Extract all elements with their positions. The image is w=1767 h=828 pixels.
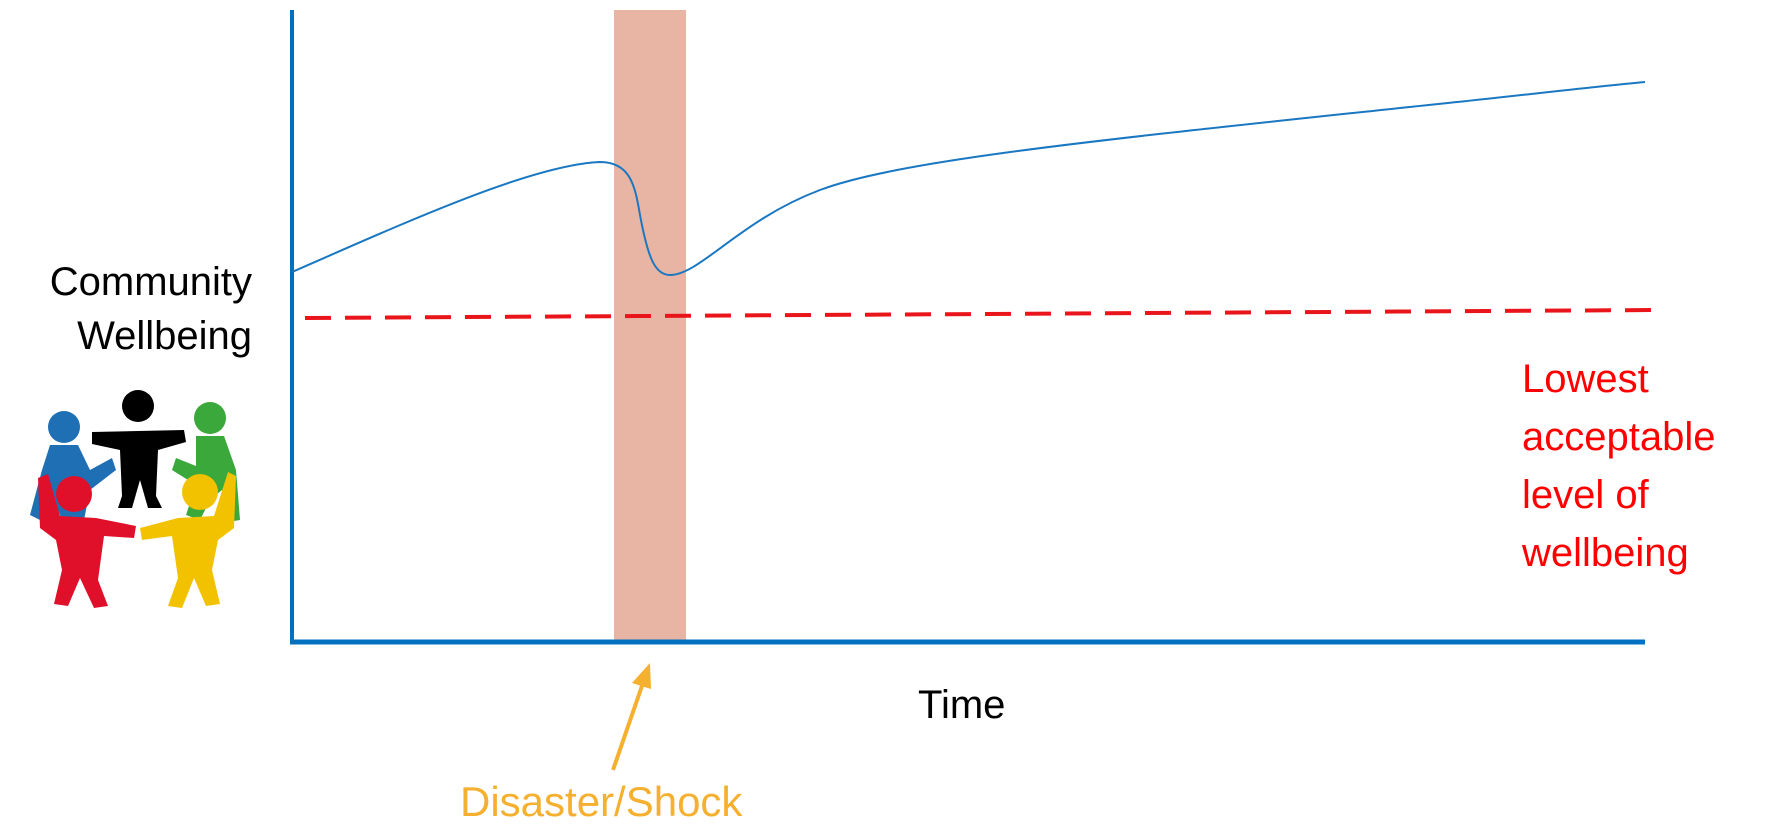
x-axis-label: Time [918, 683, 1006, 727]
threshold-label-line: level of [1522, 473, 1649, 517]
y-axis-label: Community Wellbeing [2, 255, 252, 363]
wellbeing-curve [291, 81, 1646, 277]
person-black [92, 390, 186, 508]
event-arrow [611, 663, 651, 771]
threshold-line [304, 308, 1661, 320]
threshold-label-line: acceptable [1522, 415, 1716, 459]
y-axis-label-line: Community [49, 260, 252, 304]
y-axis-label-line: Wellbeing [77, 314, 252, 358]
person-yellow [140, 472, 236, 608]
community-people-circle-icon [30, 390, 240, 608]
threshold-label-line: wellbeing [1522, 531, 1689, 575]
threshold-label-line: Lowest [1522, 357, 1649, 401]
person-red [38, 474, 136, 608]
event-label: Disaster/Shock [460, 778, 743, 825]
shock-period-band [614, 10, 686, 642]
threshold-label: Lowest acceptable level of wellbeing [1522, 350, 1715, 582]
